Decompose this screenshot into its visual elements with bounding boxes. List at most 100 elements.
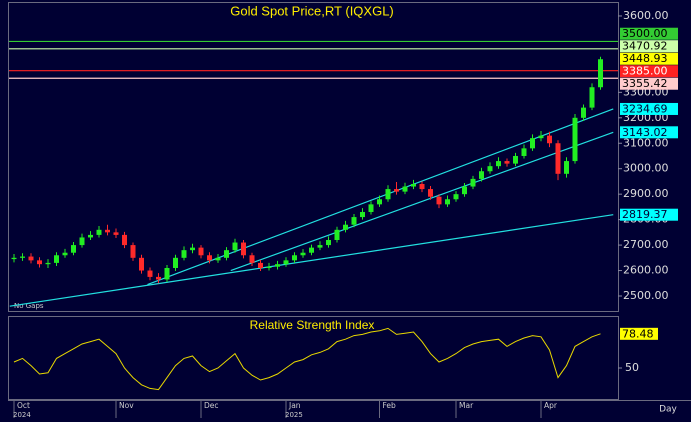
candle-body: [572, 117, 578, 162]
y-tick-label: 2900.00: [623, 187, 669, 200]
candle-body: [487, 166, 493, 172]
candle-body: [292, 255, 297, 261]
candle-body: [453, 194, 459, 200]
rsi-panel: [8, 316, 619, 400]
rsi-line: [13, 327, 601, 391]
candle-body: [419, 183, 425, 190]
rsi-title: Relative Strength Index: [250, 318, 375, 332]
x-tick-label: Dec: [204, 401, 219, 410]
candle-body: [368, 204, 374, 212]
candle-body: [224, 250, 229, 258]
value-box-label: 3143.02: [622, 126, 668, 139]
candle-body: [394, 189, 399, 192]
value-box-label: 3385.00: [622, 65, 668, 78]
candle-body: [54, 255, 59, 263]
y-tick-label: 50: [625, 361, 639, 374]
candle-body: [377, 199, 382, 205]
candle-body: [521, 148, 527, 156]
candle-body: [283, 260, 289, 265]
x-tick-label: Nov: [119, 401, 134, 410]
x-tick-label: Feb: [383, 401, 397, 410]
candle-body: [147, 270, 153, 277]
candle-body: [496, 161, 501, 167]
y-tick-label: 3600.00: [623, 9, 669, 22]
candle-body: [462, 186, 467, 195]
candle-body: [555, 143, 561, 174]
candle-body: [105, 229, 110, 233]
candle-body: [113, 232, 119, 235]
candle-body: [241, 242, 246, 256]
value-box: [620, 52, 678, 65]
candle-body: [385, 189, 391, 200]
candle-body: [317, 245, 323, 248]
y-tick-label: 3000.00: [623, 162, 669, 175]
x-tick-label: Apr: [544, 401, 558, 410]
candle-body: [164, 267, 170, 280]
trendline: [230, 131, 614, 272]
candle-body: [71, 245, 76, 253]
value-box-label: 3448.93: [622, 52, 668, 65]
candle-body: [402, 186, 408, 192]
candle-body: [232, 242, 238, 251]
candle-body: [37, 260, 42, 265]
candle-body: [530, 138, 535, 149]
candle-body: [207, 255, 212, 261]
candle-body: [156, 276, 161, 280]
candle-body: [130, 245, 136, 258]
candle-body: [190, 247, 195, 251]
candle-body: [428, 189, 433, 197]
candle-body: [504, 161, 510, 164]
x-tick-label: Jan: [288, 401, 301, 410]
candle-body: [351, 217, 357, 225]
candle-body: [139, 257, 144, 271]
candle-body: [181, 250, 187, 258]
candle-body: [28, 256, 34, 261]
x-tick-label: Oct: [17, 401, 30, 410]
year-label: 2025: [285, 411, 303, 419]
candle-body: [79, 237, 85, 246]
candle-body: [343, 224, 348, 230]
chart-title: Gold Spot Price,RT (IQXGL): [230, 3, 394, 18]
candle-body: [258, 262, 263, 268]
value-box: [620, 208, 678, 221]
value-box-label: 2819.37: [622, 208, 668, 221]
candle-body: [20, 256, 25, 258]
candle-body: [198, 247, 204, 256]
candle-body: [564, 161, 569, 174]
candle-body: [479, 171, 484, 179]
plot-area: [9, 40, 618, 307]
value-box: [620, 27, 678, 40]
candle-body: [445, 199, 450, 205]
main-panel: [8, 2, 619, 312]
candle-body: [96, 229, 102, 235]
note: No Gaps: [14, 302, 44, 310]
candle-body: [309, 247, 314, 253]
value-box: [620, 65, 678, 78]
candle-body: [45, 262, 51, 265]
value-box: [620, 40, 678, 53]
candle-body: [513, 155, 518, 164]
year-label: 2024: [13, 411, 31, 419]
candle-body: [470, 178, 476, 187]
trendline: [9, 214, 614, 307]
value-box-label: 3355.42: [622, 77, 668, 90]
y-tick-label: 2700.00: [623, 238, 669, 251]
candle-body: [62, 252, 68, 256]
y-tick-label: 2500.00: [623, 289, 669, 302]
candle-body: [266, 266, 272, 268]
candle-body: [589, 87, 595, 108]
candle-body: [360, 211, 365, 218]
candle-body: [326, 239, 331, 246]
candle-body: [598, 59, 603, 88]
candle-body: [173, 257, 178, 268]
period-label: Day: [659, 405, 677, 415]
candle-body: [334, 229, 340, 240]
candle-body: [436, 196, 442, 205]
value-box-label: 3234.69: [622, 102, 668, 115]
value-box: [620, 327, 658, 340]
value-box: [620, 126, 678, 139]
candle-body: [581, 107, 586, 118]
